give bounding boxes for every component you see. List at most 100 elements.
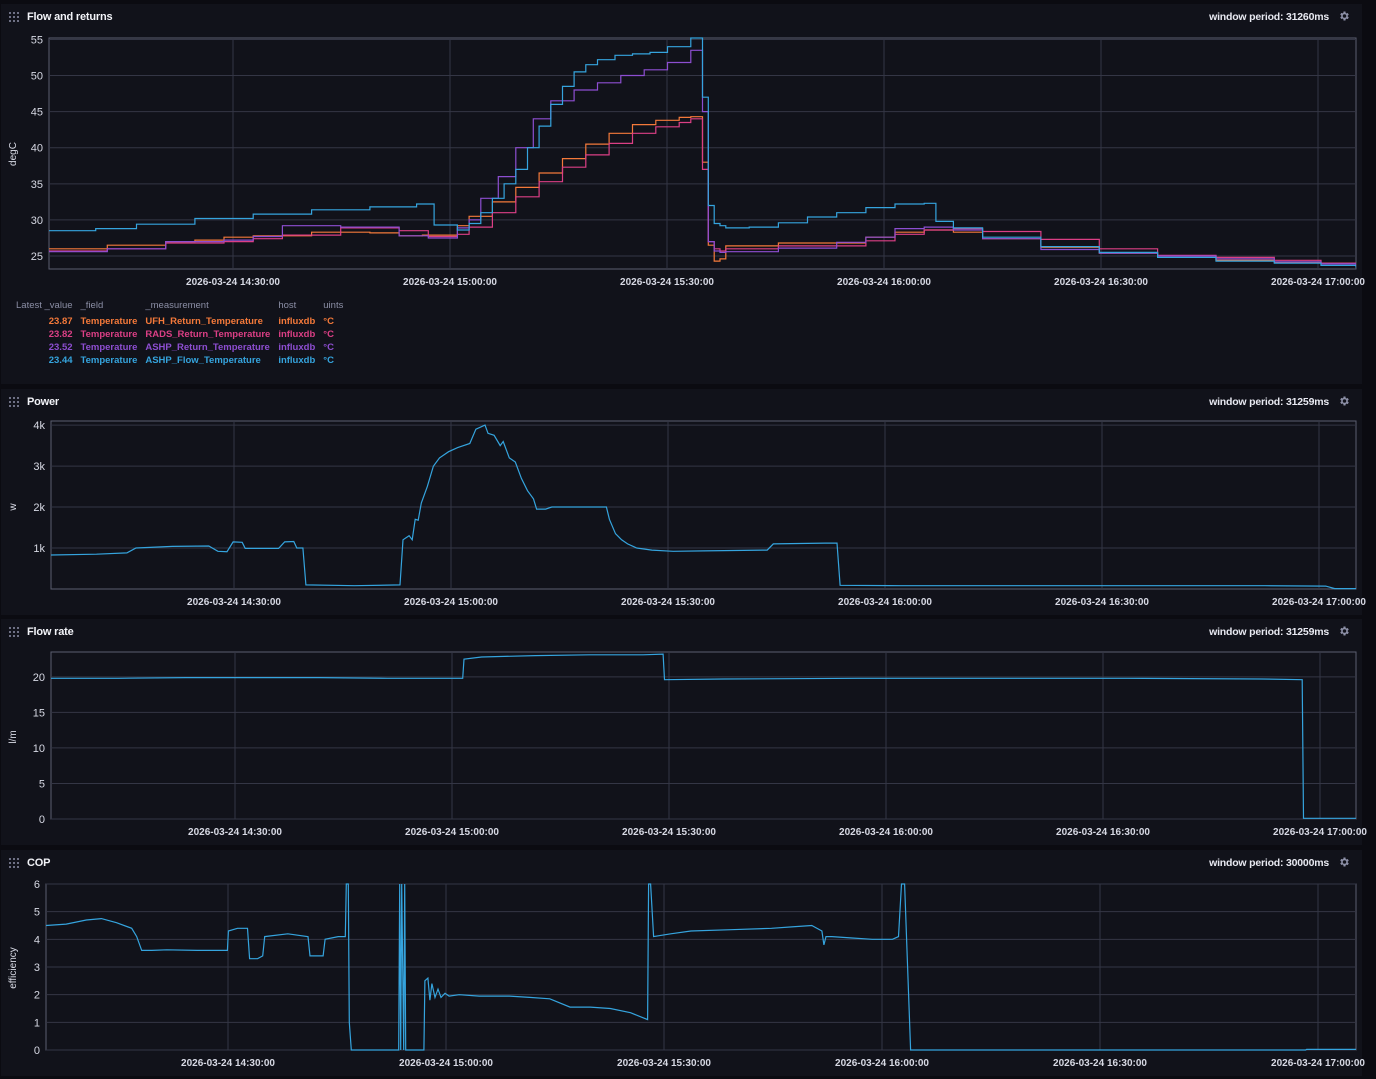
panel-header: Flow rate window period: 31259ms bbox=[1, 619, 1362, 641]
x-tick-label: 2026-03-24 15:00:00 bbox=[405, 827, 499, 838]
legend-header-row: Latest _value _field _measurement host u… bbox=[1, 300, 351, 315]
temperature-chart[interactable]: 25 30 35 40 45 50 55 2026-03-24 14:30:00 2026-03… bbox=[1, 4, 1365, 294]
x-tick-label: 2026-03-24 16:30:00 bbox=[1054, 277, 1148, 288]
flow-rate-chart[interactable]: 0 5 10 15 20 2026-03-24 14:30:00 2026-03-24 15… bbox=[1, 619, 1367, 845]
panel-title: Power bbox=[27, 396, 60, 408]
power-chart[interactable]: 1k 2k 3k 4k 2026-03-24 14:30:00 2026-03-24 15… bbox=[1, 389, 1366, 615]
y-tick-label: 40 bbox=[31, 143, 43, 155]
plot-frame bbox=[50, 420, 1357, 590]
legend-value: 23.44 bbox=[48, 355, 73, 366]
y-tick-label: 55 bbox=[31, 34, 43, 46]
series-line bbox=[51, 424, 1356, 590]
x-tick-label: 2026-03-24 17:00:00 bbox=[1271, 1058, 1365, 1069]
y-axis-label: w bbox=[8, 503, 19, 512]
x-tick-label: 2026-03-24 17:00:00 bbox=[1272, 597, 1366, 608]
x-tick-label: 2026-03-24 15:00:00 bbox=[403, 277, 497, 288]
legend-header: uints bbox=[323, 300, 344, 311]
y-tick-label: 10 bbox=[33, 743, 45, 755]
legend-unit: °C bbox=[323, 355, 334, 366]
gear-icon[interactable] bbox=[1338, 10, 1350, 22]
y-tick-label: 5 bbox=[34, 907, 40, 919]
y-tick-label: 35 bbox=[31, 179, 43, 191]
legend-unit: °C bbox=[323, 316, 334, 327]
legend-measurement: RADS_Return_Temperature bbox=[145, 329, 271, 340]
panel-title: COP bbox=[27, 857, 51, 869]
window-period: window period: 31259ms bbox=[1209, 396, 1329, 408]
y-tick-label: 0 bbox=[39, 814, 45, 826]
legend: Latest _value _field _measurement host u… bbox=[1, 300, 421, 367]
gear-icon[interactable] bbox=[1338, 625, 1350, 637]
flow-rate-panel: Flow rate window period: 31259ms 0 5 10 15 2… bbox=[1, 619, 1367, 845]
y-tick-label: 4k bbox=[33, 420, 45, 432]
legend-unit: °C bbox=[323, 342, 334, 353]
x-tick-label: 2026-03-24 14:30:00 bbox=[188, 827, 282, 838]
series-line bbox=[49, 37, 1356, 268]
legend-value: 23.82 bbox=[48, 329, 73, 340]
y-tick-label: 3 bbox=[34, 962, 40, 974]
y-tick-label: 20 bbox=[33, 672, 45, 684]
legend-field: Temperature bbox=[80, 316, 138, 327]
y-tick-label: 30 bbox=[31, 215, 43, 227]
window-period: window period: 31260ms bbox=[1209, 11, 1329, 23]
y-axis-label: l/m bbox=[8, 730, 19, 743]
y-tick-label: 3k bbox=[33, 461, 45, 473]
cop-panel: COP window period: 30000ms 0 1 2 3 4 5 6 2026-0… bbox=[1, 850, 1365, 1076]
cop-chart[interactable]: 0 1 2 3 4 5 6 2026-03-24 14:30:00 2026-03-24 15:… bbox=[1, 850, 1365, 1076]
legend-field: Temperature bbox=[80, 342, 138, 353]
panel-title: Flow rate bbox=[27, 626, 74, 638]
legend-value: 23.87 bbox=[48, 316, 73, 327]
y-tick-label: 1k bbox=[33, 543, 45, 555]
x-tick-label: 2026-03-24 16:00:00 bbox=[839, 827, 933, 838]
legend-row[interactable]: 23.87 Temperature UFH_Return_Temperature… bbox=[1, 315, 351, 328]
legend-value: 23.52 bbox=[48, 342, 73, 353]
panel-header: Power window period: 31259ms bbox=[1, 389, 1362, 411]
drag-handle-icon[interactable] bbox=[9, 12, 19, 22]
panel-title: Flow and returns bbox=[27, 11, 113, 23]
legend-row[interactable]: 23.44 Temperature ASHP_Flow_Temperature … bbox=[1, 354, 351, 367]
y-tick-label: 25 bbox=[31, 251, 43, 263]
y-tick-label: 6 bbox=[34, 879, 40, 891]
legend-measurement: ASHP_Return_Temperature bbox=[145, 342, 270, 353]
x-tick-label: 2026-03-24 14:30:00 bbox=[181, 1058, 275, 1069]
x-tick-label: 2026-03-24 15:00:00 bbox=[399, 1058, 493, 1069]
y-tick-label: 15 bbox=[33, 707, 45, 719]
legend-host: influxdb bbox=[278, 329, 316, 340]
x-tick-label: 2026-03-24 15:30:00 bbox=[622, 827, 716, 838]
legend-header: Latest _value bbox=[16, 300, 73, 311]
x-tick-label: 2026-03-24 16:30:00 bbox=[1053, 1058, 1147, 1069]
window-period: window period: 30000ms bbox=[1209, 857, 1329, 869]
x-tick-label: 2026-03-24 14:30:00 bbox=[186, 277, 280, 288]
legend-header: host bbox=[278, 300, 297, 311]
x-tick-label: 2026-03-24 15:00:00 bbox=[404, 597, 498, 608]
legend-header: _measurement bbox=[145, 300, 209, 311]
drag-handle-icon[interactable] bbox=[9, 397, 19, 407]
legend-unit: °C bbox=[323, 329, 334, 340]
x-tick-label: 2026-03-24 14:30:00 bbox=[187, 597, 281, 608]
y-tick-label: 0 bbox=[34, 1045, 40, 1057]
y-tick-label: 45 bbox=[31, 107, 43, 119]
drag-handle-icon[interactable] bbox=[9, 858, 19, 868]
series-line bbox=[46, 883, 1356, 1051]
window-period: window period: 31259ms bbox=[1209, 626, 1329, 638]
legend-measurement: ASHP_Flow_Temperature bbox=[145, 355, 261, 366]
x-tick-label: 2026-03-24 15:30:00 bbox=[621, 597, 715, 608]
legend-row[interactable]: 23.82 Temperature RADS_Return_Temperatur… bbox=[1, 328, 351, 341]
power-panel: Power window period: 31259ms 1k 2k 3k 4k 202… bbox=[1, 389, 1366, 615]
y-axis-label: degC bbox=[8, 142, 19, 166]
gear-icon[interactable] bbox=[1338, 856, 1350, 868]
legend-row[interactable]: 23.52 Temperature ASHP_Return_Temperatur… bbox=[1, 341, 351, 354]
x-tick-label: 2026-03-24 16:00:00 bbox=[838, 597, 932, 608]
y-tick-label: 1 bbox=[34, 1017, 40, 1029]
panel-header: COP window period: 30000ms bbox=[1, 850, 1362, 872]
legend-measurement: UFH_Return_Temperature bbox=[145, 316, 263, 327]
x-tick-label: 2026-03-24 15:30:00 bbox=[620, 277, 714, 288]
y-tick-label: 2k bbox=[33, 502, 45, 514]
y-tick-label: 5 bbox=[39, 778, 45, 790]
gear-icon[interactable] bbox=[1338, 395, 1350, 407]
y-tick-label: 50 bbox=[31, 71, 43, 83]
legend-host: influxdb bbox=[278, 355, 316, 366]
drag-handle-icon[interactable] bbox=[9, 627, 19, 637]
series-line bbox=[49, 49, 1356, 267]
y-tick-label: 4 bbox=[34, 934, 40, 946]
x-tick-label: 2026-03-24 16:00:00 bbox=[835, 1058, 929, 1069]
